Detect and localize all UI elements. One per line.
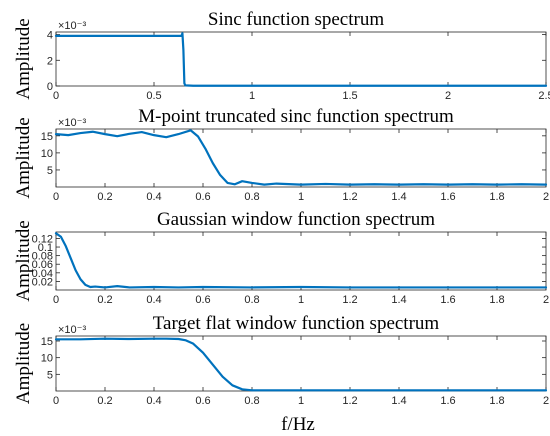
y-tick-label: 0.06 (32, 259, 53, 271)
axes-box (55, 231, 547, 291)
y-tick-label: 0.12 (32, 233, 53, 245)
y-tick-label: 4 (47, 30, 53, 42)
x-tick-label: 2 (445, 90, 451, 102)
y-tick-label: 2 (47, 55, 53, 67)
x-tick-label: 1.6 (440, 191, 455, 203)
chart-title: M-point truncated sinc function spectrum (138, 106, 454, 127)
x-tick-label: 1.4 (391, 395, 406, 407)
x-tick-label: 0.6 (195, 191, 210, 203)
x-tick-label: 1.5 (342, 90, 357, 102)
x-tick-label: 1.8 (489, 395, 504, 407)
series-line-1 (54, 32, 548, 87)
chart-title: Sinc function spectrum (208, 9, 384, 30)
x-tick-label: 1 (249, 90, 255, 102)
x-axis-label: f/Hz (281, 414, 315, 435)
y-tick-label: 0.02 (32, 276, 53, 288)
x-tick-label: 1.6 (440, 395, 455, 407)
x-tick-label: 2 (543, 191, 549, 203)
x-tick-label: 0 (53, 395, 59, 407)
y-tick-label: 15 (41, 336, 53, 348)
x-tick-label: 2.5 (538, 90, 550, 102)
x-tick-label: 1.8 (489, 294, 504, 306)
x-tick-label: 0.5 (146, 90, 161, 102)
y-exponent-label: ×10⁻³ (58, 20, 86, 32)
y-tick-label: 5 (47, 369, 53, 381)
x-tick-label: 0.2 (97, 395, 112, 407)
y-tick-label: 0.1 (38, 242, 53, 254)
series-line-1 (54, 129, 548, 186)
axes-box (55, 31, 547, 87)
x-tick-label: 1 (298, 395, 304, 407)
x-tick-label: 1 (298, 294, 304, 306)
y-exponent-label: ×10⁻³ (58, 117, 86, 129)
x-tick-label: 0.4 (146, 294, 161, 306)
series-line-1 (54, 337, 548, 392)
x-tick-label: 0.8 (244, 395, 259, 407)
x-tick-label: 1.4 (391, 191, 406, 203)
y-tick-label: 10 (41, 353, 53, 365)
y-tick-label: 10 (41, 148, 53, 160)
x-tick-label: 1.8 (489, 191, 504, 203)
chart-title: Target flat window function spectrum (153, 313, 440, 334)
x-tick-label: 1.2 (342, 395, 357, 407)
x-tick-label: 1.2 (342, 191, 357, 203)
x-tick-label: 0 (53, 90, 59, 102)
y-axis-label: Amplitude (13, 18, 34, 99)
chart-panel-1: 0 0.5 1 1.5 2 2.5 0 2 4 ×10⁻³ Sinc function spectr… (13, 9, 550, 102)
axes-box (55, 128, 547, 188)
x-tick-label: 0.2 (97, 191, 112, 203)
y-tick-label: 0.08 (32, 251, 53, 263)
x-tick-label: 0 (53, 191, 59, 203)
x-tick-label: 0.4 (146, 191, 161, 203)
y-axis-label: Amplitude (13, 323, 34, 404)
x-tick-label: 0.6 (195, 395, 210, 407)
x-tick-label: 1.2 (342, 294, 357, 306)
series-line-1 (54, 232, 548, 289)
x-tick-label: 0.6 (195, 294, 210, 306)
chart-panel-3: 0 0.2 0.4 0.6 0.8 1 1.2 1.4 1.6 1.8 20.020.040.060… (13, 209, 549, 306)
y-exponent-label: ×10⁻³ (58, 324, 86, 336)
y-axis-label: Amplitude (13, 220, 34, 301)
chart-panel-2: 0 0.2 0.4 0.6 0.8 1 1.2 1.4 1.6 1.8 2 5 10 15 ×10⁻³ M-p… (13, 106, 549, 203)
x-tick-label: 0.8 (244, 294, 259, 306)
x-tick-label: 0.4 (146, 395, 161, 407)
chart-panel-4: 0 0.2 0.4 0.6 0.8 1 1.2 1.4 1.6 1.8 2 5 10 15 ×10⁻³ Tar… (13, 313, 549, 407)
x-tick-label: 2 (543, 395, 549, 407)
x-tick-label: 1 (298, 191, 304, 203)
y-tick-label: 0 (47, 81, 53, 93)
x-tick-label: 1.6 (440, 294, 455, 306)
y-tick-label: 5 (47, 165, 53, 177)
y-axis-label: Amplitude (13, 117, 34, 198)
x-tick-label: 0.2 (97, 294, 112, 306)
x-tick-label: 2 (543, 294, 549, 306)
y-tick-label: 15 (41, 131, 53, 143)
x-tick-label: 1.4 (391, 294, 406, 306)
axes-box (55, 335, 547, 392)
x-tick-label: 0.8 (244, 191, 259, 203)
y-tick-label: 0.04 (32, 268, 53, 280)
x-tick-label: 0 (53, 294, 59, 306)
chart-title: Gaussian window function spectrum (157, 209, 435, 230)
